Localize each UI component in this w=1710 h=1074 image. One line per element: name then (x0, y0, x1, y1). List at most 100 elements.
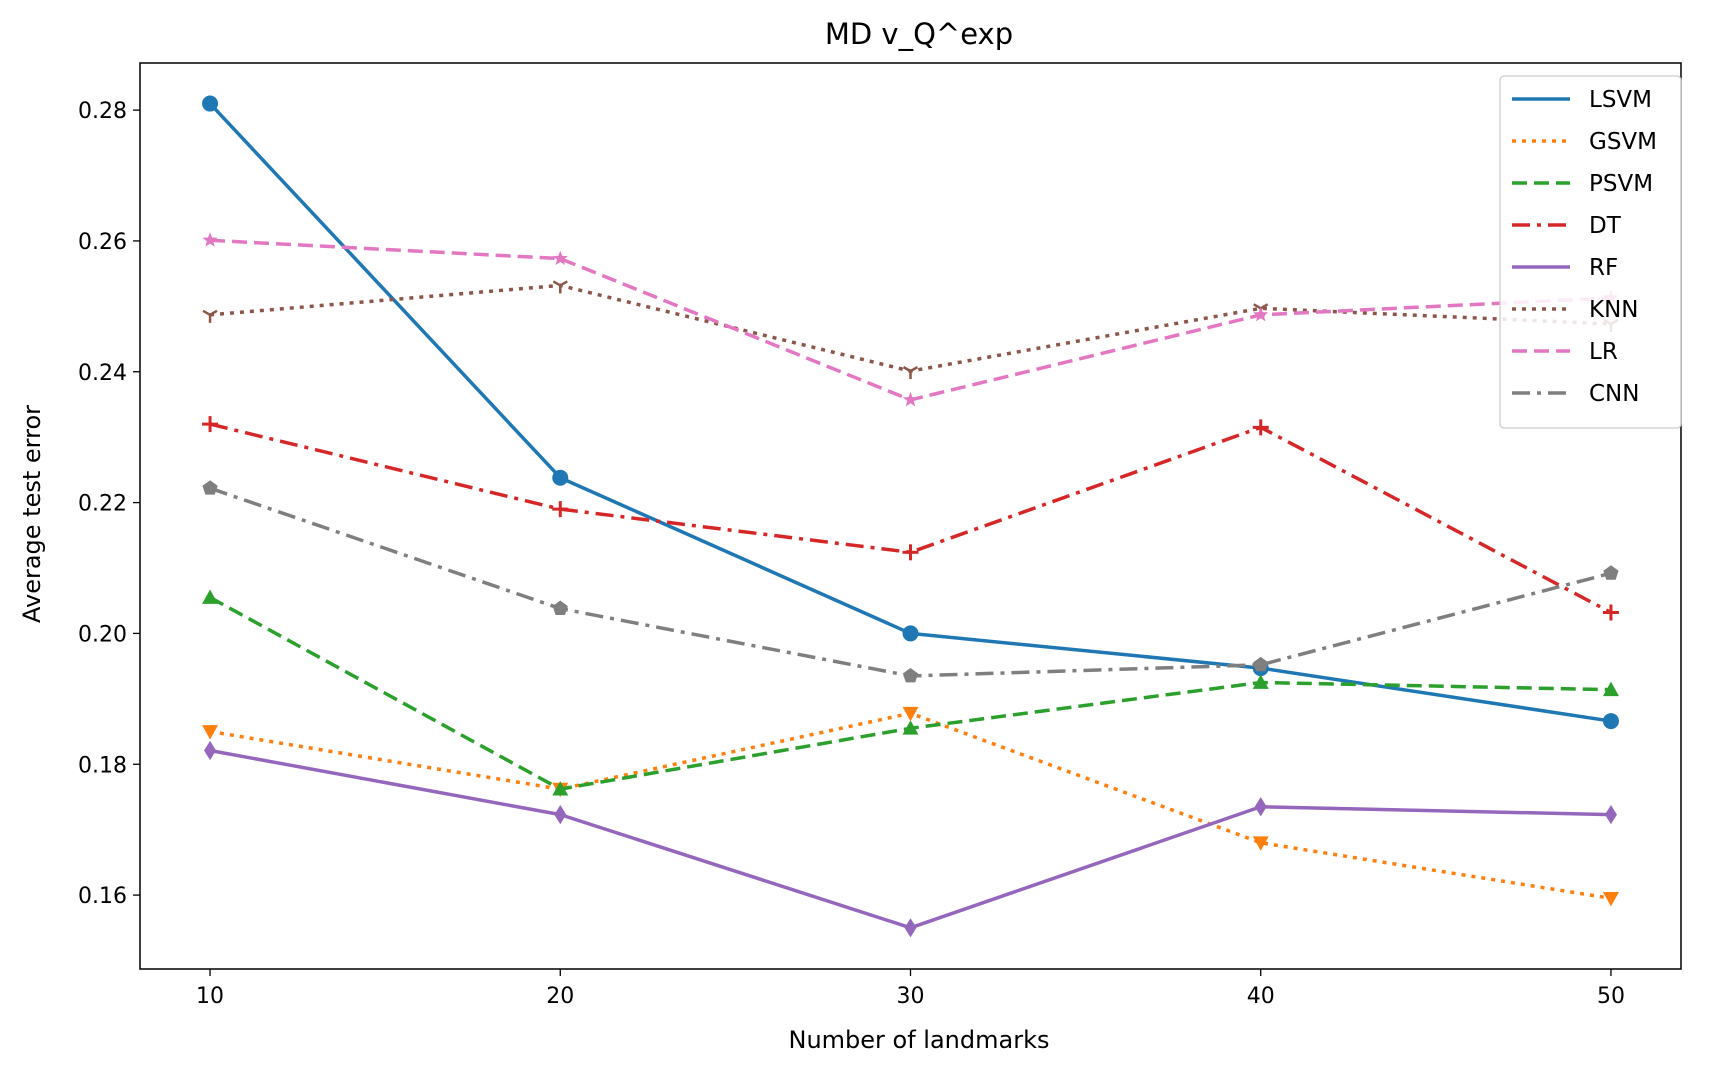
legend-label-psvm: PSVM (1589, 171, 1653, 197)
legend-item-cnn: CNN (1512, 381, 1639, 407)
series-psvm (202, 589, 1619, 796)
data-point-cnn (202, 480, 218, 495)
data-point-lsvm (1602, 713, 1619, 730)
data-point-cnn-shape (1253, 656, 1269, 672)
data-point-lr (202, 232, 218, 247)
data-point-psvm-shape (902, 720, 919, 735)
data-point-cnn-shape (902, 667, 919, 683)
data-point-cnn-shape (1603, 565, 1619, 580)
y-tick-label: 0.26 (78, 230, 127, 255)
data-point-dt (552, 501, 569, 518)
data-point-psvm-shape (552, 781, 569, 796)
y-tick-label: 0.20 (78, 622, 127, 647)
data-point-lsvm-shape (552, 469, 569, 486)
data-point-rf-shape (554, 805, 567, 825)
data-point-knn-arm2 (202, 309, 211, 316)
data-point-knn-arm3 (559, 280, 568, 287)
data-point-gsvm (202, 725, 219, 740)
x-tick-label: 10 (196, 984, 224, 1009)
legend-label-knn: KNN (1589, 297, 1639, 323)
series-lsvm (202, 95, 1619, 730)
x-tick-label: 20 (546, 984, 574, 1009)
data-point-dt (1252, 419, 1269, 436)
data-point-knn-arm3 (909, 366, 919, 373)
x-tick-label: 40 (1247, 984, 1275, 1009)
data-point-lr-shape (552, 250, 568, 266)
data-point-cnn (552, 600, 568, 616)
data-point-psvm (1602, 681, 1619, 697)
data-point-cnn-shape (202, 480, 218, 495)
y-axis-title: Average test error (18, 405, 46, 623)
legend-label-dt: DT (1589, 213, 1622, 239)
data-point-rf (554, 805, 567, 825)
x-tick-label: 50 (1597, 984, 1625, 1009)
legend-label-cnn: CNN (1589, 381, 1639, 407)
data-point-knn-arm2 (552, 280, 561, 287)
x-tick-label: 30 (897, 984, 925, 1009)
legend-item-lr: LR (1512, 339, 1618, 365)
legend-box (1499, 75, 1682, 429)
data-point-rf-shape (204, 740, 217, 761)
data-point-psvm (902, 720, 919, 735)
data-point-knn-arm3 (1260, 303, 1269, 310)
data-point-dt (202, 416, 219, 433)
data-point-lsvm (902, 625, 919, 642)
legend-item-dt: DT (1512, 213, 1622, 239)
data-point-rf (1254, 797, 1267, 817)
data-point-rf (1604, 805, 1617, 825)
data-point-gsvm (1252, 836, 1269, 851)
legend-label-rf: RF (1589, 255, 1618, 281)
data-point-rf (904, 918, 917, 938)
y-tick-label: 0.18 (78, 753, 127, 778)
plot-area: 10 20 30 40 50 0.16 0.18 0.20 0.22 0.24 0.26 0.28 (78, 62, 1682, 1009)
data-point-psvm (202, 589, 219, 604)
series-rf (204, 740, 1617, 938)
data-point-lr-shape (1253, 306, 1269, 322)
data-point-lr (552, 250, 568, 266)
data-point-gsvm-shape (1602, 891, 1619, 907)
y-tick-label: 0.16 (78, 884, 127, 909)
data-point-knn-arm2 (902, 366, 912, 373)
data-point-gsvm-shape (1252, 836, 1269, 851)
data-point-rf-shape (1254, 797, 1267, 817)
data-point-psvm-shape (202, 589, 219, 604)
series-dt (202, 416, 1619, 621)
y-tick-label: 0.24 (78, 361, 127, 386)
data-point-cnn (1603, 565, 1619, 580)
series-gsvm (202, 706, 1619, 907)
series-line-cnn (209, 486, 1612, 678)
data-point-lr (902, 391, 919, 407)
data-point-cnn-shape (552, 600, 568, 616)
data-point-rf-shape (1604, 805, 1617, 825)
data-point-lsvm (552, 469, 569, 486)
data-point-lsvm-shape (202, 95, 219, 112)
data-point-cnn (902, 667, 919, 683)
data-point-dt (902, 544, 919, 561)
data-point-lr-shape (202, 232, 218, 247)
legend: LSVM GSVM PSVM DT RF KNN LR CNN (1499, 75, 1682, 429)
data-point-knn (902, 366, 919, 380)
data-point-dt (1602, 604, 1619, 621)
data-point-gsvm (902, 706, 919, 722)
legend-label-gsvm: GSVM (1589, 129, 1657, 155)
plot-frame (139, 62, 1682, 970)
data-point-gsvm (1602, 891, 1619, 907)
data-point-rf (204, 740, 217, 761)
data-point-lsvm (202, 95, 219, 112)
data-point-psvm (1252, 674, 1269, 689)
data-point-knn (552, 280, 568, 294)
data-point-lr (1253, 306, 1269, 322)
legend-item-gsvm: GSVM (1512, 129, 1657, 155)
legend-item-psvm: PSVM (1512, 171, 1653, 197)
data-point-knn-arm2 (1253, 303, 1262, 310)
data-point-knn (202, 309, 218, 323)
y-tick-label: 0.22 (78, 492, 127, 517)
series-cnn (202, 480, 1619, 683)
legend-label-lr: LR (1589, 339, 1618, 365)
data-point-lsvm-shape (902, 625, 919, 642)
x-axis-title: Number of landmarks (789, 1026, 1050, 1054)
legend-item-lsvm: LSVM (1512, 87, 1652, 113)
series-knn (202, 280, 1619, 380)
chart-title: MD v_Q^exp (825, 17, 1013, 51)
